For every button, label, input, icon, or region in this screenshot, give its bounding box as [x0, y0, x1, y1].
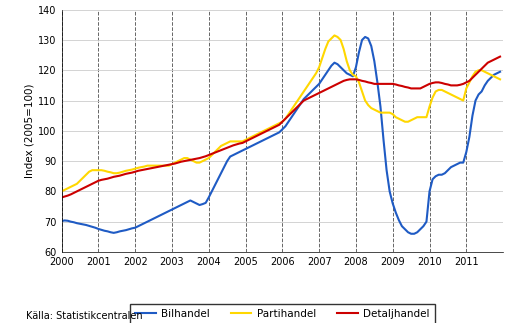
- Bilhandel: [58, 219, 65, 223]
- Detaljhandel: [417, 87, 423, 90]
- Partihandel: [414, 115, 420, 119]
- Bilhandel: [408, 232, 414, 236]
- Partihandel: [58, 189, 65, 193]
- Detaljhandel: [89, 182, 95, 186]
- Line: Detaljhandel: Detaljhandel: [62, 57, 500, 197]
- Detaljhandel: [123, 172, 129, 176]
- Partihandel: [123, 169, 129, 173]
- Detaljhandel: [497, 55, 503, 58]
- Line: Bilhandel: Bilhandel: [62, 37, 500, 234]
- Bilhandel: [423, 220, 429, 224]
- Partihandel: [331, 34, 338, 37]
- Bilhandel: [123, 228, 129, 232]
- Bilhandel: [374, 80, 381, 84]
- Bilhandel: [417, 227, 423, 231]
- Bilhandel: [497, 70, 503, 74]
- Bilhandel: [193, 202, 200, 205]
- Detaljhandel: [411, 87, 417, 90]
- Partihandel: [89, 168, 95, 172]
- Detaljhandel: [193, 157, 200, 161]
- Partihandel: [420, 115, 426, 119]
- Line: Partihandel: Partihandel: [62, 36, 500, 191]
- Detaljhandel: [371, 82, 378, 86]
- Bilhandel: [89, 225, 95, 229]
- Partihandel: [193, 161, 200, 164]
- Partihandel: [374, 109, 381, 113]
- Detaljhandel: [58, 195, 65, 199]
- Legend: Bilhandel, Partihandel, Detaljhandel: Bilhandel, Partihandel, Detaljhandel: [130, 304, 435, 323]
- Text: Källa: Statistikcentralen: Källa: Statistikcentralen: [26, 311, 142, 321]
- Bilhandel: [362, 35, 368, 39]
- Y-axis label: Index (2005=100): Index (2005=100): [24, 84, 34, 178]
- Partihandel: [497, 78, 503, 81]
